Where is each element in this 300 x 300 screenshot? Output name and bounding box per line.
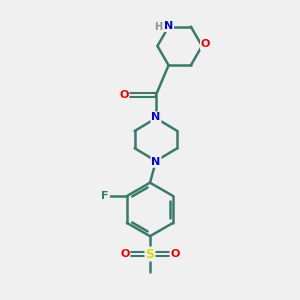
Text: F: F (101, 191, 109, 201)
Text: S: S (146, 248, 154, 260)
Text: N: N (151, 157, 160, 167)
Text: N: N (151, 112, 160, 122)
Text: O: O (120, 249, 129, 259)
Text: N: N (164, 21, 173, 31)
Text: H: H (154, 22, 162, 32)
Text: O: O (201, 40, 210, 50)
Text: O: O (171, 249, 180, 259)
Text: O: O (119, 90, 128, 100)
